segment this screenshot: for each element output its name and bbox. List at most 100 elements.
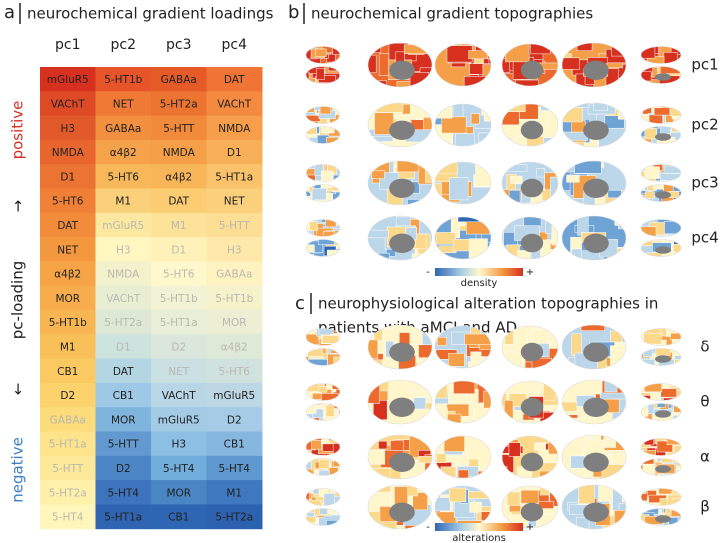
heatmap-cell — [95, 164, 152, 189]
cell-label: NET — [57, 244, 78, 256]
parcel — [421, 329, 432, 347]
brain-view — [501, 380, 559, 424]
brain-view — [640, 126, 682, 144]
outline — [367, 379, 433, 425]
cell-label: D1 — [116, 341, 131, 353]
brain-view — [561, 215, 627, 261]
outline — [640, 438, 682, 456]
parcel — [306, 413, 314, 421]
cell-label: MOR — [222, 317, 247, 329]
cell-label: M1 — [115, 196, 131, 208]
heatmap-cell — [151, 285, 207, 311]
heatmap-cell — [95, 188, 152, 214]
parcel — [534, 442, 546, 451]
brain-surface — [435, 104, 491, 146]
outline — [434, 380, 492, 424]
parcel — [368, 132, 372, 147]
medial-wall — [389, 452, 415, 472]
brain-surface — [306, 383, 340, 401]
heatmap-cell — [40, 334, 96, 360]
panel-title: neurophysiological alteration topographi… — [318, 295, 658, 313]
brain-view — [305, 488, 341, 506]
column-header: pc1 — [55, 37, 81, 53]
outline — [305, 458, 341, 476]
parcel — [539, 486, 558, 496]
outline — [305, 348, 341, 366]
cell-label: M1 — [171, 220, 187, 232]
side-label: negative — [9, 437, 27, 503]
brain-view — [305, 126, 341, 144]
heatmap-cell — [151, 188, 207, 214]
parcel — [604, 380, 618, 393]
medial-wall — [583, 60, 609, 80]
parcel — [308, 106, 327, 111]
outline — [434, 161, 492, 205]
brain-surface — [306, 46, 340, 64]
colorbar-label: density — [461, 278, 498, 289]
cell-label: DAT — [224, 74, 245, 86]
brain-view — [305, 438, 341, 456]
cell-label: VAChT — [51, 98, 85, 110]
parcel — [641, 114, 650, 124]
parcel — [520, 489, 540, 504]
parcel — [457, 469, 469, 478]
cell-label: NET — [168, 366, 189, 378]
medial-wall — [583, 233, 609, 253]
parcel — [609, 435, 626, 441]
parcel — [306, 126, 317, 135]
parcel — [479, 253, 491, 259]
column-header: pc4 — [222, 37, 248, 53]
outline — [434, 43, 492, 87]
cell-label: D1 — [227, 147, 242, 159]
cell-label: 5-HT4 — [219, 463, 251, 475]
parcel — [320, 184, 334, 189]
heatmap-cell — [95, 358, 152, 384]
brain-view — [640, 66, 682, 84]
outline — [367, 324, 433, 370]
brain-view — [640, 239, 682, 257]
parcel — [468, 238, 488, 259]
brain-view — [561, 324, 627, 370]
parcel — [331, 383, 340, 390]
parcel — [448, 353, 465, 367]
heatmap-cell — [151, 139, 207, 165]
cell-label: DAT — [168, 196, 189, 208]
brain-view — [305, 328, 341, 346]
medial-wall — [520, 342, 544, 362]
heatmap-cell — [206, 91, 263, 117]
column-header: pc3 — [166, 37, 192, 53]
parcel — [506, 491, 521, 506]
parcel — [614, 510, 626, 525]
heatmap-cell — [206, 212, 263, 238]
parcel — [484, 162, 491, 174]
outline — [367, 484, 433, 530]
parcel — [641, 46, 646, 51]
parcel — [312, 393, 322, 400]
parcel — [463, 75, 491, 86]
parcel — [531, 329, 550, 344]
outline — [561, 42, 627, 88]
outline — [501, 485, 559, 529]
parcel — [448, 487, 467, 503]
cell-label: 5-HT1b — [49, 317, 87, 329]
brain-view — [640, 46, 682, 64]
cell-label: NET — [224, 196, 245, 208]
heatmap-cell — [95, 67, 152, 92]
medial-wall — [520, 233, 544, 253]
brain-view — [305, 164, 341, 182]
parcel — [319, 106, 331, 115]
brain-view — [561, 102, 627, 148]
cell-label: DAT — [57, 220, 78, 232]
outline — [561, 215, 627, 261]
panel-title: neurochemical gradient topographies — [311, 5, 593, 23]
heatmap-cell — [40, 382, 96, 408]
medial-wall — [520, 397, 544, 417]
parcel — [416, 357, 432, 369]
medial-wall — [655, 191, 671, 199]
brain-surface — [306, 239, 340, 257]
parcel — [502, 104, 526, 112]
outline — [501, 435, 559, 479]
parcel — [320, 126, 335, 134]
brain-view — [305, 219, 341, 237]
parcel — [536, 168, 546, 178]
